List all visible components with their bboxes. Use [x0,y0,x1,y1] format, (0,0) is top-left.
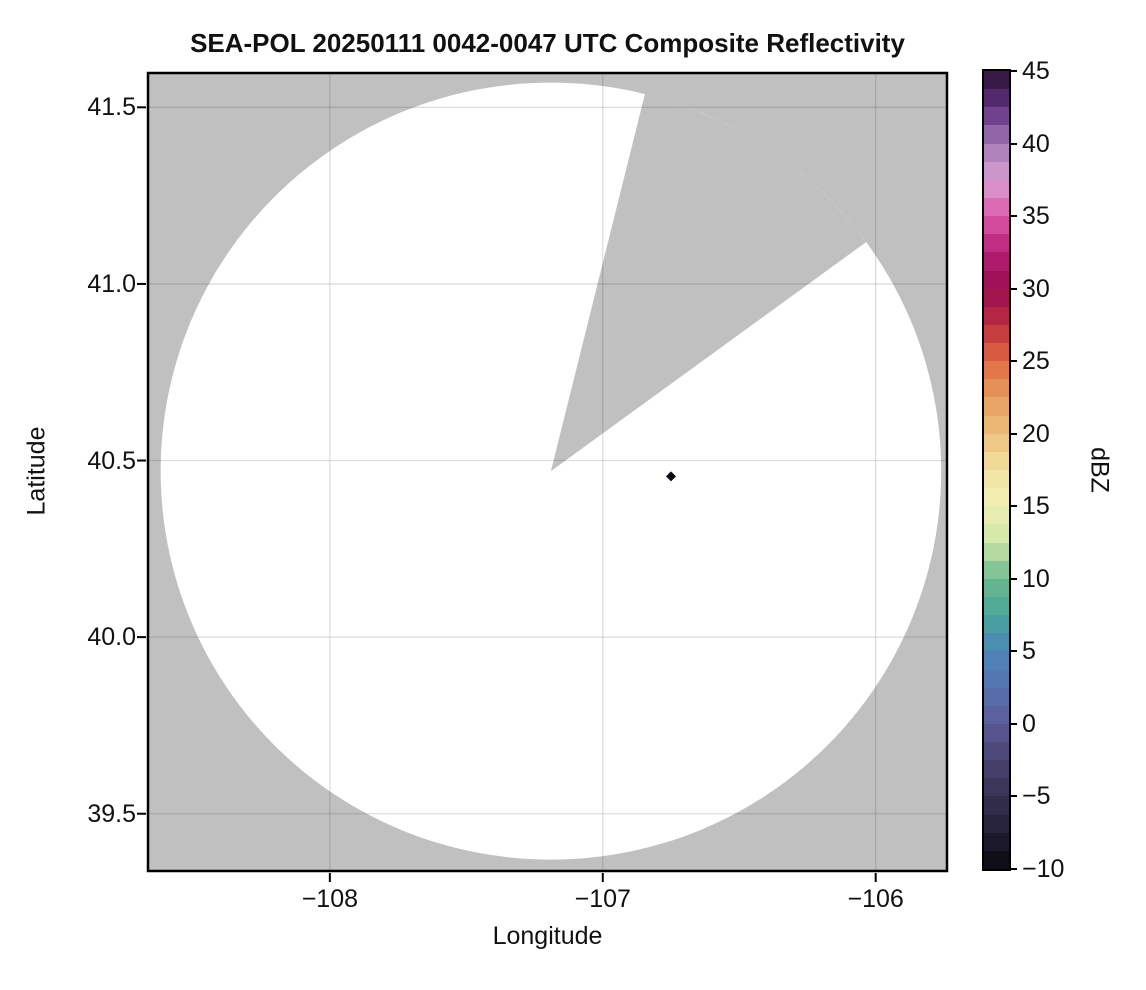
colorbar-band [984,850,1009,870]
colorbar-band [984,306,1009,326]
colorbar-band [984,288,1009,308]
colorbar-band [984,578,1009,598]
colorbar-tick-label: −10 [1022,855,1065,883]
echo-point [665,471,676,482]
y-tick-label: 40.5 [87,446,136,475]
colorbar-band [984,723,1009,743]
colorbar-band [984,197,1009,217]
colorbar-band [984,796,1009,816]
colorbar-tick-mark [1009,360,1017,363]
y-tick-label: 41.5 [87,93,136,122]
colorbar-tick-label: 5 [1022,637,1036,666]
colorbar-band [984,596,1009,616]
colorbar-tick-mark [1009,70,1017,72]
x-tick-label: −108 [301,885,358,913]
x-axis-label: Longitude [492,922,603,950]
colorbar-band [984,651,1009,671]
colorbar-band [984,524,1009,544]
colorbar-tick-mark [1009,577,1017,580]
colorbar-band [984,397,1009,417]
colorbar-band [984,379,1009,399]
colorbar-tick-mark [1009,432,1017,435]
colorbar-band [984,343,1009,362]
colorbar-label: dBZ [1085,447,1114,493]
colorbar-band [984,161,1009,181]
colorbar-band [984,270,1009,290]
colorbar-tick-label: 25 [1022,347,1050,376]
blocked-sector-wedge [550,94,867,472]
colorbar-tick-mark [1009,215,1017,218]
y-tick-label: 40.0 [87,623,136,652]
colorbar-band [984,506,1009,525]
colorbar-tick-label: 30 [1022,274,1050,303]
colorbar-tick-label: 35 [1022,202,1050,231]
colorbar-band [984,125,1009,145]
colorbar [984,71,1009,870]
colorbar-tick-mark [1009,722,1017,725]
colorbar-band [984,433,1009,453]
y-tick-label: 41.0 [87,269,136,298]
colorbar-tick-mark [1009,505,1017,508]
colorbar-band [984,615,1009,634]
colorbar-band [984,669,1009,689]
colorbar-band [984,107,1009,126]
colorbar-band [984,778,1009,798]
colorbar-band [984,542,1009,562]
colorbar-tick-label: 15 [1022,492,1050,521]
colorbar-band [984,89,1009,108]
colorbar-band [984,252,1009,272]
gridlines [147,72,948,872]
colorbar-tick-label: 10 [1022,564,1050,593]
x-tick-label: −106 [847,885,904,913]
colorbar-band [984,760,1009,779]
colorbar-tick-mark [1009,868,1017,870]
colorbar-band [984,216,1009,235]
reflectivity-echoes [665,471,676,482]
colorbar-tick-label: 40 [1022,129,1050,158]
colorbar-band [984,633,1009,652]
colorbar-tick-label: −5 [1022,782,1051,811]
colorbar-tick-mark [1009,287,1017,290]
colorbar-band [984,71,1009,90]
colorbar-band [984,361,1009,380]
colorbar-band [984,234,1009,253]
y-tick-label: 39.5 [87,799,136,828]
colorbar-band [984,832,1009,852]
colorbar-band [984,179,1009,199]
colorbar-band [984,143,1009,163]
colorbar-band [984,814,1009,834]
colorbar-band [984,488,1009,507]
colorbar-band [984,705,1009,725]
colorbar-band [984,470,1009,489]
colorbar-band [984,451,1009,471]
colorbar-tick-label: 0 [1022,709,1036,738]
colorbar-tick-mark [1009,650,1017,653]
x-tick-label: −107 [574,885,631,913]
colorbar-tick-mark [1009,795,1017,798]
colorbar-tick-mark [1009,142,1017,145]
colorbar-band [984,324,1009,344]
colorbar-band [984,560,1009,580]
colorbar-tick-label: 45 [1022,57,1050,85]
y-axis-label: Latitude [22,426,51,516]
colorbar-tick-label: 20 [1022,419,1050,448]
colorbar-band [984,415,1009,435]
colorbar-band [984,687,1009,707]
plot-frame [146,71,949,873]
axis-tick-marks [137,106,877,882]
chart-title: SEA-POL 20250111 0042-0047 UTC Composite… [190,28,905,58]
colorbar-band [984,742,1009,761]
